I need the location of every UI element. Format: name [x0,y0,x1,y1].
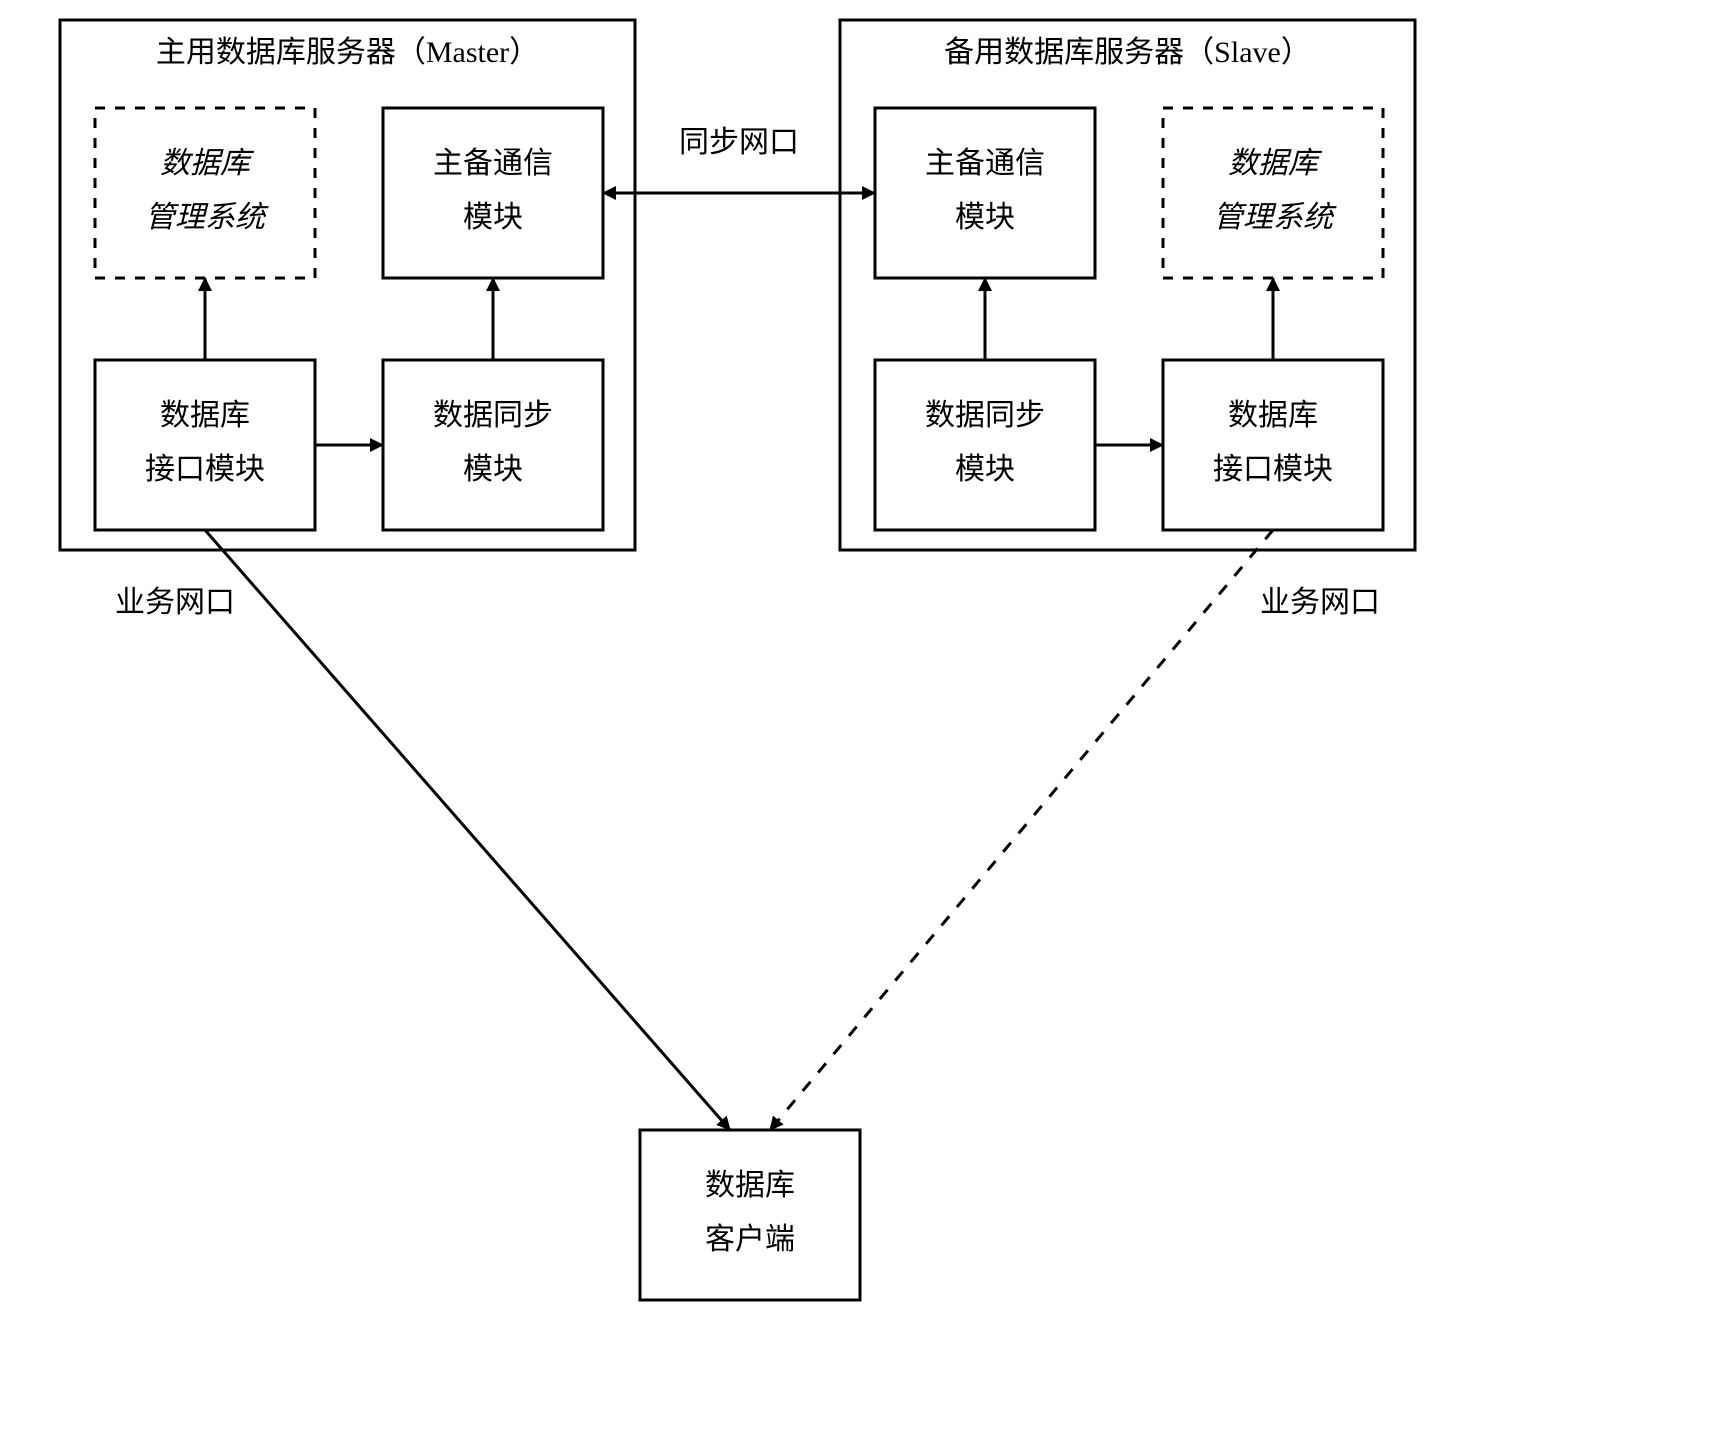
node-m_comm: 主备通信模块 [383,108,603,278]
node-s_iface: 数据库接口模块 [1163,360,1383,530]
node-label-m_sync-line0: 数据同步 [433,399,553,432]
container-title-master: 主用数据库服务器（Master） [156,36,539,69]
node-label-s_dbms-line0: 数据库 [1228,147,1323,180]
node-label-s_dbms-line1: 管理系统 [1213,201,1337,234]
node-m_sync: 数据同步模块 [383,360,603,530]
node-label-s_sync-line1: 模块 [955,453,1015,486]
node-s_dbms: 数据库管理系统 [1163,108,1383,278]
node-label-s_comm-line0: 主备通信 [925,147,1045,180]
node-label-m_dbms-line1: 管理系统 [145,201,269,234]
node-label-s_comm-line1: 模块 [955,201,1015,234]
node-s_sync: 数据同步模块 [875,360,1095,530]
free-label-1: 业务网口 [1260,586,1380,619]
node-label-client-line0: 数据库 [705,1169,795,1202]
node-label-s_sync-line0: 数据同步 [925,399,1045,432]
edge-m_iface_b-to-client_tl [205,530,730,1130]
node-client: 数据库客户端 [640,1130,860,1300]
node-label-m_iface-line1: 接口模块 [145,453,265,486]
node-m_iface: 数据库接口模块 [95,360,315,530]
node-label-m_iface-line0: 数据库 [160,399,250,432]
node-label-m_sync-line1: 模块 [463,453,523,486]
container-title-slave: 备用数据库服务器（Slave） [944,36,1311,69]
free-label-0: 业务网口 [115,586,235,619]
edge-s_iface_b-to-client_tr [770,530,1273,1130]
node-label-m_dbms-line0: 数据库 [160,147,255,180]
node-label-s_iface-line0: 数据库 [1228,399,1318,432]
node-label-m_comm-line0: 主备通信 [433,147,553,180]
node-m_dbms: 数据库管理系统 [95,108,315,278]
node-label-client-line1: 客户端 [705,1223,795,1256]
node-s_comm: 主备通信模块 [875,108,1095,278]
edge-label-m_comm-s_comm: 同步网口 [679,126,799,159]
edge-m_comm-to-s_comm: 同步网口 [603,126,875,193]
node-label-m_comm-line1: 模块 [463,201,523,234]
node-label-s_iface-line1: 接口模块 [1213,453,1333,486]
